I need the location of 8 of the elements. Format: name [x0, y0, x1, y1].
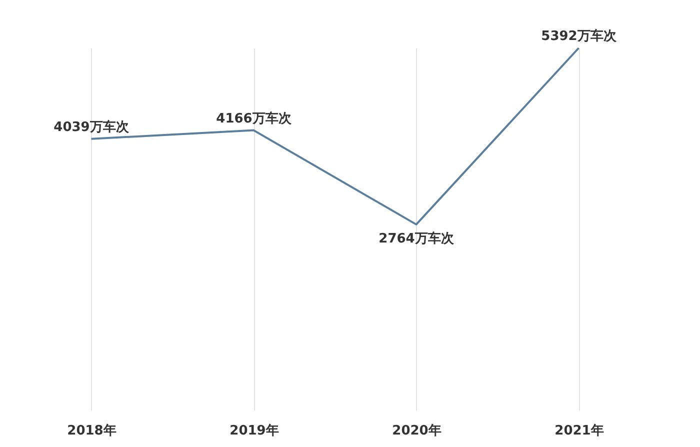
x-tick-label: 2021年 [554, 424, 604, 438]
data-label: 2764万车次 [378, 230, 455, 246]
x-tick-label: 2018年 [67, 424, 116, 438]
data-label: 5392万车次 [541, 28, 618, 44]
x-tick-label: 2019年 [230, 424, 279, 438]
x-tick-label: 2020年 [392, 424, 442, 438]
data-label: 4039万车次 [54, 118, 130, 135]
data-label: 4166万车次 [216, 110, 292, 126]
